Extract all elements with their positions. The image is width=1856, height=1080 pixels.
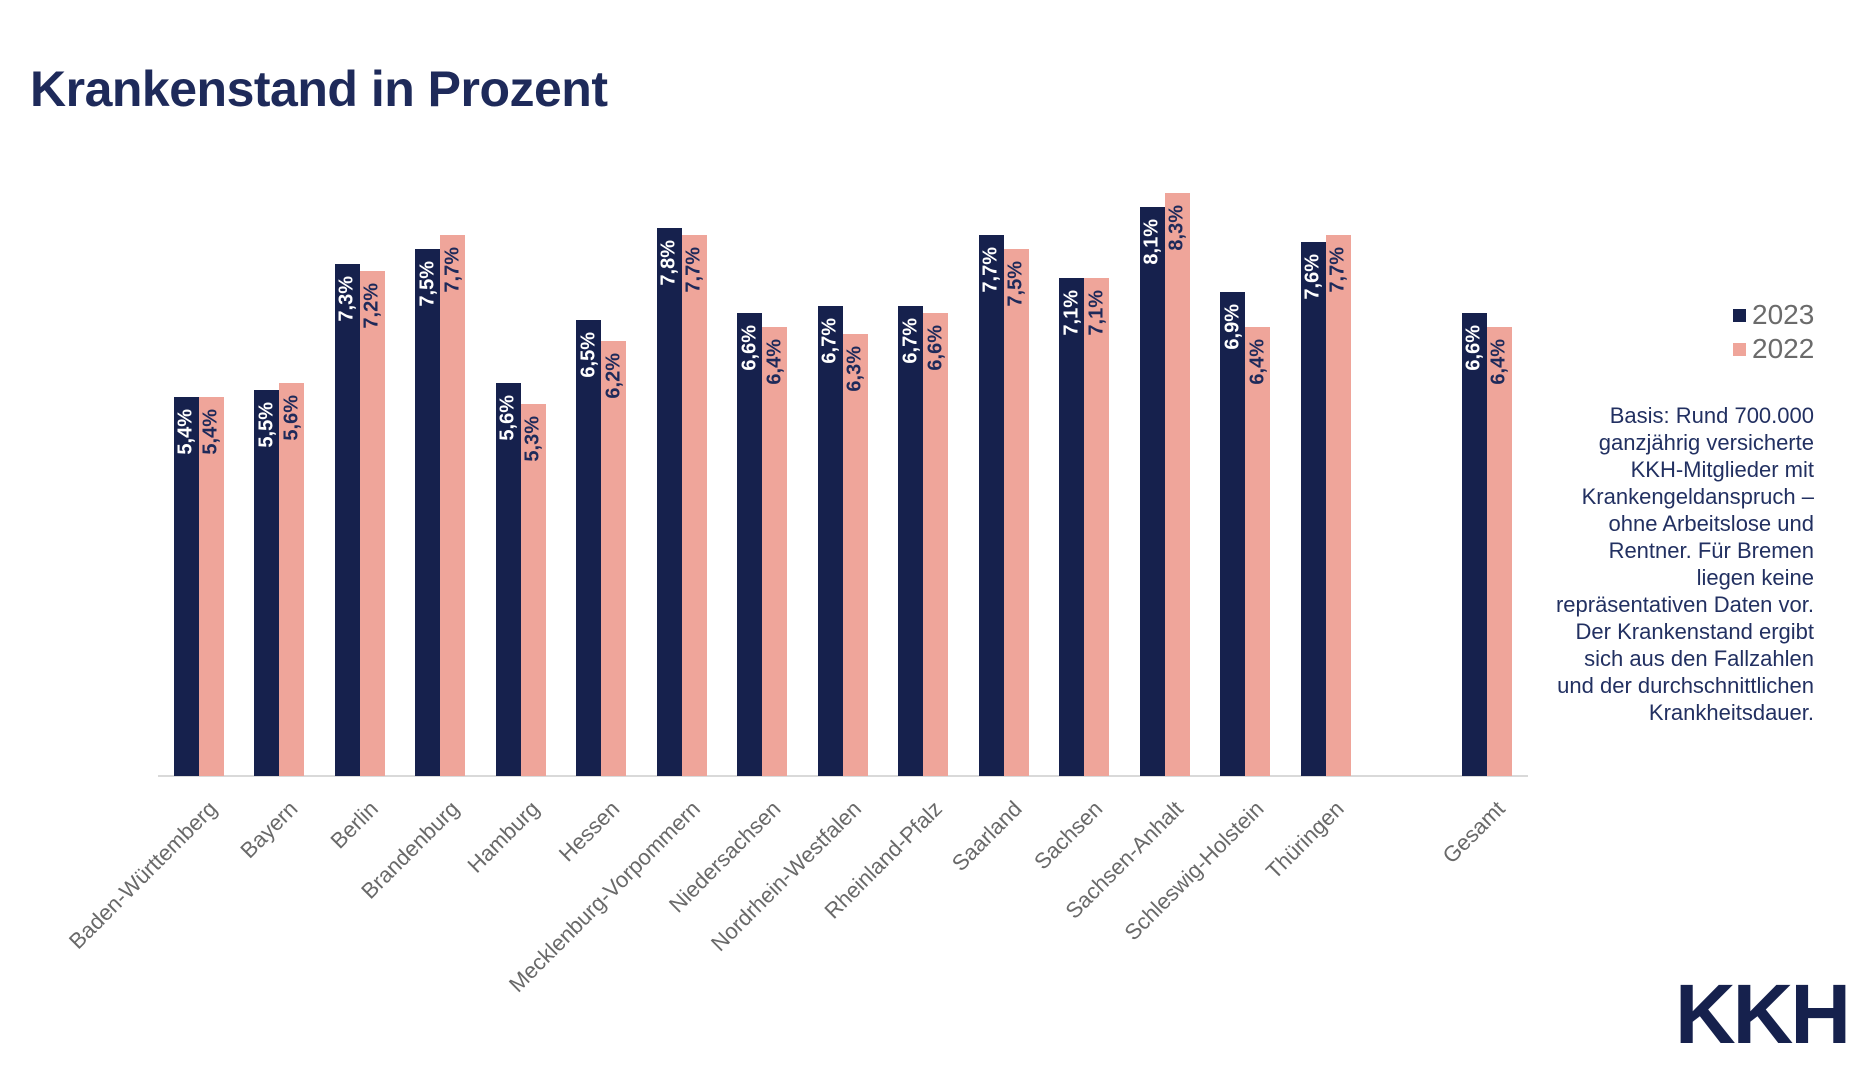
bar-value-label-2023-Schleswig-Holstein: 6,9% — [1221, 304, 1243, 350]
legend-swatch-2022 — [1733, 342, 1746, 356]
bar-2023-Rheinland-Pfalz: 6,7% — [898, 306, 923, 776]
bar-value-label-2022-Hamburg: 5,3% — [521, 416, 544, 462]
bar-2022-Hessen: 6,2% — [601, 341, 626, 776]
axis-label-Berlin: Berlin — [325, 796, 384, 854]
bar-2023-Hamburg: 5,6% — [495, 383, 521, 776]
bar-2023-Saarland: 7,7% — [978, 235, 1004, 776]
bar-value-label-2023-Berlin: 7,3% — [335, 276, 358, 322]
bar-value-label-2023-Brandenburg: 7,5% — [416, 261, 438, 307]
bar-2022-Sachsen-Anhalt: 8,3% — [1164, 193, 1190, 776]
kkh-logo: KKH — [1675, 967, 1851, 1061]
axis-label-Bayern: Bayern — [235, 796, 303, 863]
bar-2022-Berlin: 7,2% — [359, 271, 385, 776]
bar-2022-Gesamt: 6,4% — [1486, 327, 1512, 776]
axis-label-Schleswig-Holstein: Schleswig-Holstein — [1119, 796, 1269, 946]
bar-value-label-2023-Rheinland-Pfalz: 6,7% — [899, 318, 921, 364]
bar-2023-Niedersachsen: 6,6% — [737, 313, 762, 776]
bar-value-label-2023-Baden-Württemberg: 5,4% — [174, 409, 197, 455]
bar-value-label-2023-Sachsen: 7,1% — [1060, 290, 1082, 336]
bar-2023-Mecklenburg-Vorpommern: 7,8% — [656, 228, 682, 776]
bar-2023-Schleswig-Holstein: 6,9% — [1220, 292, 1245, 776]
bar-2023-Hessen: 6,5% — [576, 320, 601, 776]
bar-2022-Hamburg: 5,3% — [520, 404, 546, 776]
bar-value-label-2023-Thüringen: 7,6% — [1301, 254, 1324, 300]
bar-2023-Bayern: 5,5% — [254, 390, 279, 776]
bar-value-label-2022-Brandenburg: 7,7% — [441, 247, 463, 293]
bar-value-label-2023-Sachsen-Anhalt: 8,1% — [1140, 219, 1163, 265]
bar-2023-Brandenburg: 7,5% — [415, 249, 440, 776]
legend-label-2023: 2023 — [1752, 299, 1815, 330]
bar-value-label-2022-Niedersachsen: 6,4% — [763, 339, 785, 385]
bar-2022-Brandenburg: 7,7% — [440, 235, 465, 776]
bar-2022-Schleswig-Holstein: 6,4% — [1245, 327, 1270, 776]
bar-2022-Niedersachsen: 6,4% — [762, 327, 787, 776]
axis-label-Thüringen: Thüringen — [1261, 796, 1350, 884]
x-axis-line — [158, 775, 1528, 777]
page-title: Krankenstand in Prozent — [30, 61, 608, 117]
legend-item-2023: 2023 — [1733, 298, 1814, 332]
bar-value-label-2023-Niedersachsen: 6,6% — [738, 325, 760, 371]
bar-value-label-2022-Schleswig-Holstein: 6,4% — [1246, 339, 1268, 385]
bar-value-label-2023-Hamburg: 5,6% — [496, 395, 519, 441]
bar-2023-Berlin: 7,3% — [334, 264, 360, 776]
bar-value-label-2022-Rheinland-Pfalz: 6,6% — [924, 325, 946, 371]
axis-label-Nordrhein-Westfalen: Nordrhein-Westfalen — [706, 796, 867, 957]
bar-2023-Thüringen: 7,6% — [1300, 242, 1326, 776]
axis-label-Baden-Württemberg: Baden-Württemberg — [64, 796, 223, 954]
bar-value-label-2022-Nordrhein-Westfalen: 6,3% — [843, 346, 866, 392]
bar-2022-Rheinland-Pfalz: 6,6% — [923, 313, 948, 776]
basis-note: Basis: Rund 700.000 ganzjährig versicher… — [1555, 403, 1814, 725]
bar-value-label-2023-Nordrhein-Westfalen: 6,7% — [818, 318, 841, 364]
bar-2023-Sachsen: 7,1% — [1059, 278, 1084, 776]
bar-2023-Baden-Württemberg: 5,4% — [173, 397, 199, 776]
bar-value-label-2022-Mecklenburg-Vorpommern: 7,7% — [682, 247, 705, 293]
bar-value-label-2022-Baden-Württemberg: 5,4% — [199, 409, 222, 455]
bar-2022-Thüringen: 7,7% — [1325, 235, 1351, 776]
axis-label-Gesamt: Gesamt — [1438, 796, 1511, 869]
bar-value-label-2023-Mecklenburg-Vorpommern: 7,8% — [657, 240, 680, 286]
bar-value-label-2022-Gesamt: 6,4% — [1487, 339, 1510, 385]
bar-2022-Bayern: 5,6% — [279, 383, 304, 776]
axis-label-Sachsen: Sachsen — [1029, 796, 1108, 875]
chart-legend: 2023 2022 — [1733, 298, 1814, 366]
bar-value-label-2023-Gesamt: 6,6% — [1462, 325, 1485, 371]
bar-2023-Sachsen-Anhalt: 8,1% — [1139, 207, 1165, 776]
axis-label-Hamburg: Hamburg — [462, 796, 545, 878]
bar-value-label-2022-Hessen: 6,2% — [602, 353, 624, 399]
axis-label-Hessen: Hessen — [554, 796, 625, 867]
bar-2022-Baden-Württemberg: 5,4% — [198, 397, 224, 776]
bar-2022-Mecklenburg-Vorpommern: 7,7% — [681, 235, 707, 776]
bar-value-label-2022-Bayern: 5,6% — [280, 395, 302, 441]
bar-value-label-2022-Sachsen: 7,1% — [1085, 290, 1107, 336]
bar-value-label-2023-Hessen: 6,5% — [577, 332, 599, 378]
bar-2022-Saarland: 7,5% — [1003, 249, 1029, 776]
bar-value-label-2022-Berlin: 7,2% — [360, 283, 383, 329]
bar-value-label-2022-Thüringen: 7,7% — [1326, 247, 1349, 293]
bar-2023-Nordrhein-Westfalen: 6,7% — [817, 306, 843, 776]
bar-2022-Sachsen: 7,1% — [1084, 278, 1109, 776]
legend-swatch-2023 — [1733, 308, 1746, 322]
axis-label-Saarland: Saarland — [947, 796, 1028, 876]
bar-value-label-2022-Sachsen-Anhalt: 8,3% — [1165, 205, 1188, 251]
bar-value-label-2023-Saarland: 7,7% — [979, 247, 1002, 293]
legend-label-2022: 2022 — [1752, 333, 1815, 364]
bar-2022-Nordrhein-Westfalen: 6,3% — [842, 334, 868, 776]
bar-2023-Gesamt: 6,6% — [1461, 313, 1487, 776]
bar-value-label-2023-Bayern: 5,5% — [255, 402, 277, 448]
legend-item-2022: 2022 — [1733, 332, 1814, 366]
bar-value-label-2022-Saarland: 7,5% — [1004, 261, 1027, 307]
